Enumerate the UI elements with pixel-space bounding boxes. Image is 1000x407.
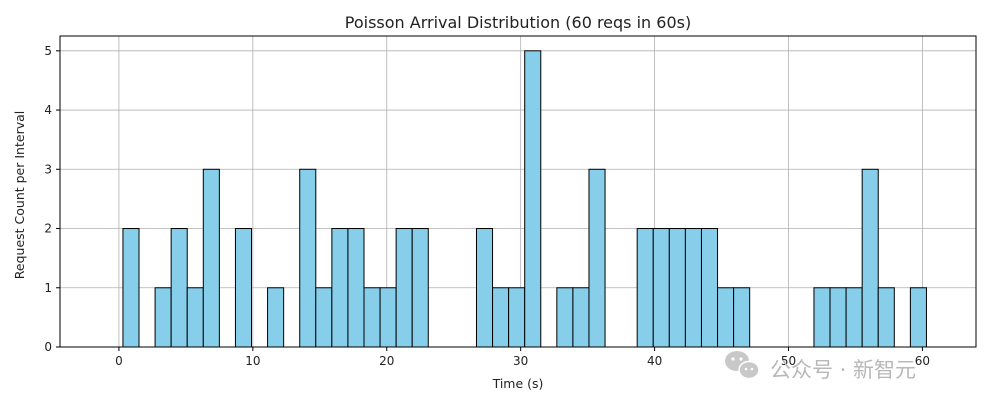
histogram-bar [299,168,317,348]
plot-frame [59,35,977,348]
histogram-bar [717,287,735,348]
y-tick-label: 4 [44,103,52,117]
bars [122,50,927,348]
y-tick-label: 2 [44,222,52,236]
histogram-bar [234,228,253,348]
histogram-bar [733,287,751,348]
histogram-bar [508,287,526,348]
histogram-bar [475,228,494,348]
x-tick-label: 10 [245,354,260,368]
watermark-text: 公众号 · 新智元 [770,358,916,382]
histogram-bar [909,287,927,348]
y-tick-label: 0 [44,340,52,354]
x-tick-label: 0 [115,354,123,368]
histogram-bar [492,287,510,348]
histogram-bar [572,287,590,348]
watermark: 公众号 · 新智元 [725,351,916,382]
histogram-bar [347,228,365,348]
histogram-bar [202,168,220,348]
x-axis-ticks: 0 10 20 30 40 50 60 [115,347,930,368]
histogram-bar [861,168,879,348]
x-tick-label: 40 [647,354,662,368]
histogram-bar [411,228,429,348]
histogram-bar [829,287,847,348]
histogram-bar [877,287,895,348]
histogram-bar [267,287,285,348]
histogram-bar [379,287,397,348]
histogram-bar [668,228,686,348]
histogram-bar [684,228,702,348]
y-tick-label: 5 [44,44,52,58]
histogram-bar [636,228,654,348]
y-axis-label: Request Count per Interval [12,111,27,279]
histogram-bar [186,287,204,348]
histogram-bar [363,287,381,348]
histogram-bar [588,168,606,348]
histogram-bar [331,228,349,348]
y-tick-label: 1 [44,281,52,295]
histogram-bar [700,228,719,348]
histogram-bar [556,287,574,348]
histogram-bar [315,287,333,348]
histogram-bar [652,228,670,348]
x-tick-label: 20 [379,354,394,368]
x-tick-label: 60 [915,354,930,368]
chart-title: Poisson Arrival Distribution (60 reqs in… [345,13,691,32]
histogram-bar [524,50,542,348]
wechat-icon [725,351,760,380]
histogram-bar [845,287,863,348]
histogram-bar [154,287,172,348]
histogram-bar [395,228,413,348]
histogram-bar [122,228,140,348]
x-tick-label: 50 [781,354,796,368]
y-tick-label: 3 [44,162,52,176]
x-tick-label: 30 [513,354,528,368]
x-axis-label: Time (s) [492,376,544,391]
histogram-bar [170,228,188,348]
histogram-bar [813,287,831,348]
y-axis-ticks: 0 1 2 3 4 5 [44,44,60,354]
